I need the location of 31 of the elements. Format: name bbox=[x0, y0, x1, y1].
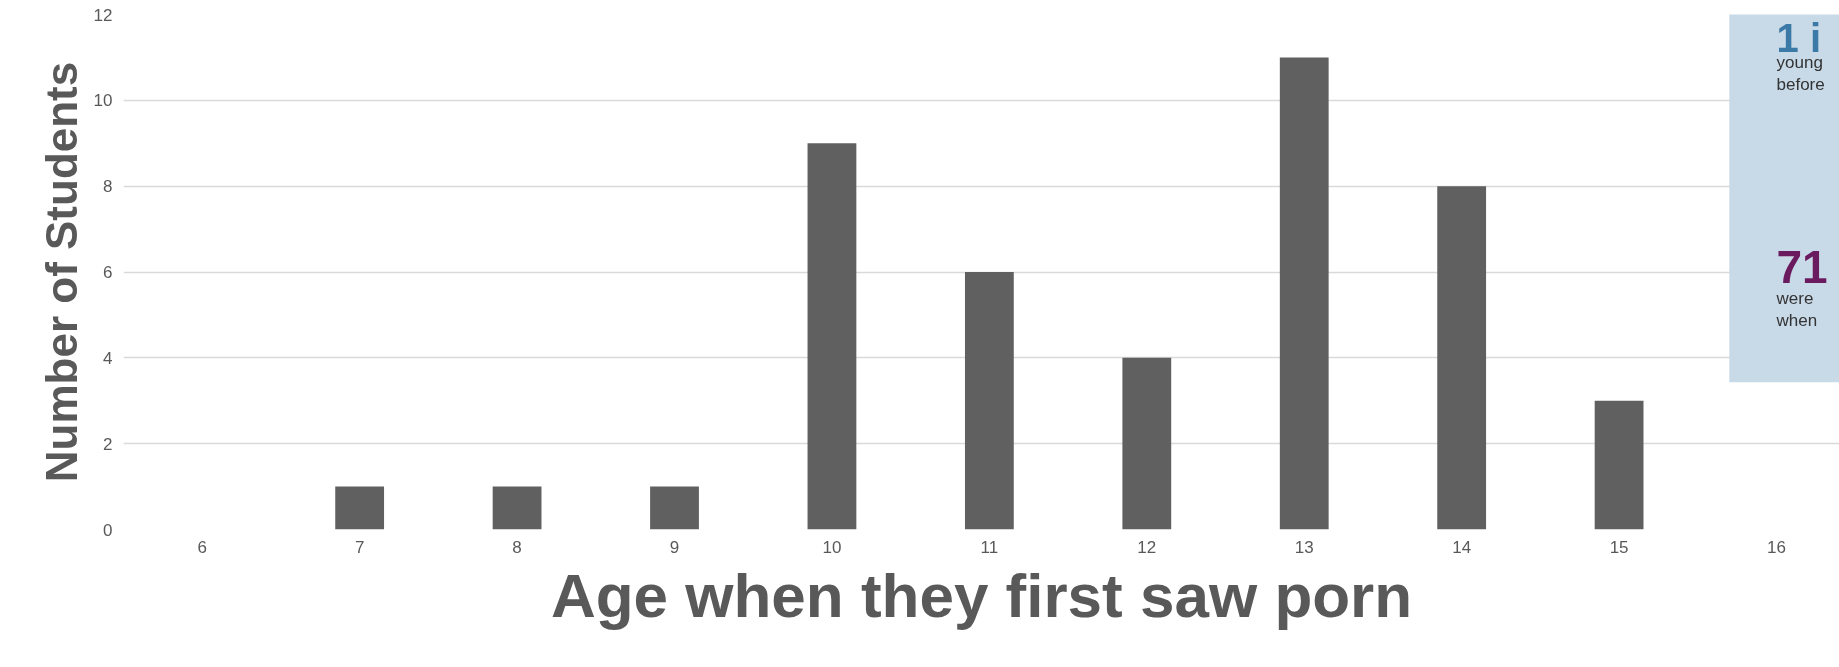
bar bbox=[1122, 357, 1172, 530]
x-tick-label: 13 bbox=[1294, 537, 1314, 557]
bar bbox=[1594, 400, 1644, 530]
x-tick-label: 15 bbox=[1609, 537, 1629, 557]
bar bbox=[335, 486, 385, 530]
y-axis-title: Number of Students bbox=[36, 61, 86, 483]
x-tick-label: 16 bbox=[1767, 537, 1786, 557]
x-tick-label: 6 bbox=[197, 537, 207, 557]
x-tick-label: 9 bbox=[669, 537, 680, 557]
bar bbox=[1437, 186, 1487, 530]
x-tick-label: 11 bbox=[980, 537, 999, 557]
annotation: before bbox=[1776, 74, 1825, 94]
annotation: when bbox=[1775, 310, 1818, 330]
y-tick-label: 10 bbox=[93, 91, 113, 111]
x-tick-label: 14 bbox=[1452, 537, 1472, 557]
y-tick-label: 6 bbox=[103, 263, 113, 282]
bar bbox=[1279, 57, 1329, 530]
bar bbox=[650, 486, 699, 530]
y-tick-label: 0 bbox=[103, 520, 113, 540]
y-tick-label: 4 bbox=[103, 348, 113, 368]
bar bbox=[492, 486, 542, 530]
x-tick-label: 12 bbox=[1137, 537, 1157, 557]
x-axis-title: Age when they first saw porn bbox=[550, 560, 1413, 630]
bar bbox=[964, 272, 1014, 530]
bar bbox=[807, 143, 857, 530]
x-tick-label: 8 bbox=[512, 537, 522, 557]
y-tick-label: 8 bbox=[103, 177, 113, 197]
y-tick-label: 2 bbox=[103, 434, 113, 454]
y-tick-label: 12 bbox=[93, 5, 113, 25]
x-tick-label: 7 bbox=[354, 537, 365, 557]
x-tick-label: 10 bbox=[822, 537, 842, 557]
